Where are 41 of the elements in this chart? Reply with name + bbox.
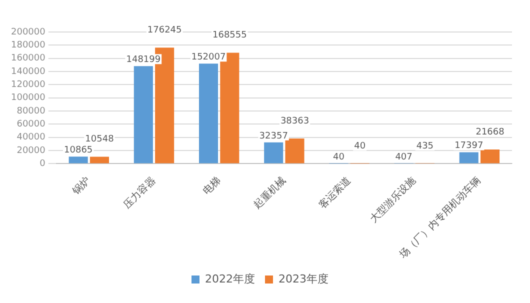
y-tick-label: 120000 (10, 80, 46, 90)
data-label: 40 (332, 152, 345, 163)
x-tick-label: 客运索道 (316, 174, 354, 212)
bar (68, 156, 88, 164)
bar (134, 66, 153, 164)
data-label: 148199 (126, 54, 161, 65)
y-tick-label: 160000 (10, 54, 46, 64)
data-label: 38363 (280, 116, 310, 126)
data-label: 32357 (259, 131, 288, 142)
x-tick-label: 起重机械 (251, 174, 288, 212)
data-label: 40 (354, 142, 366, 152)
y-tick-label: 140000 (10, 66, 46, 77)
x-tick-label: 电梯 (200, 174, 224, 198)
data-label: 21668 (476, 127, 505, 138)
y-tick-label: 180000 (10, 40, 46, 51)
data-label: 10865 (64, 145, 93, 156)
legend-label: 2022年度 (205, 272, 256, 286)
data-label: 168555 (212, 30, 247, 41)
y-tick-label: 200000 (10, 27, 46, 38)
data-label: 176245 (147, 25, 182, 36)
y-tick-label: 100000 (10, 93, 46, 104)
y-tick-label: 60000 (16, 120, 46, 130)
bar (264, 142, 284, 164)
data-label: 17397 (454, 141, 484, 152)
y-tick-label: 80000 (16, 106, 46, 116)
bar (459, 152, 478, 164)
y-tick-label: 40000 (16, 132, 46, 143)
data-label: 435 (416, 141, 434, 152)
legend-label: 2023年度 (278, 272, 328, 286)
y-tick-label: 0 (40, 159, 46, 170)
data-label: 407 (395, 152, 412, 162)
x-tick-label: 锅炉 (70, 174, 93, 198)
bar (480, 149, 500, 164)
y-tick-label: 20000 (16, 146, 46, 156)
bar (90, 156, 109, 164)
data-label: 152007 (191, 52, 226, 62)
data-label: 10548 (85, 134, 114, 145)
bar (285, 138, 304, 164)
x-tick-label: 大型游乐设施 (367, 174, 418, 226)
x-tick-label: 压力容器 (121, 174, 158, 212)
bar (198, 64, 218, 164)
